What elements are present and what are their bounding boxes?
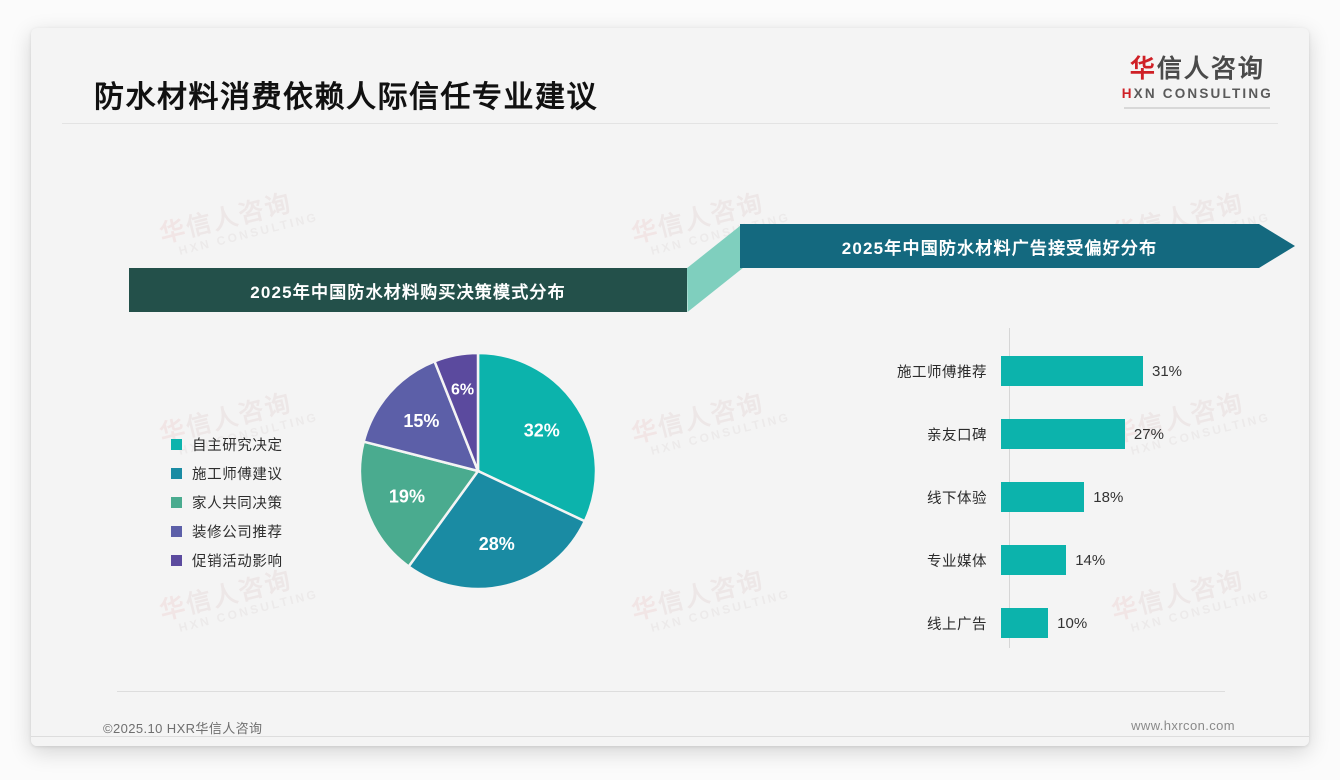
pie-slice-label: 15% (403, 411, 439, 431)
pie-legend-label: 装修公司推荐 (192, 525, 283, 541)
banner-right-label: 2025年中国防水材料广告接受偏好分布 (841, 238, 1158, 258)
banner-connector-arrow (687, 224, 743, 312)
bar-category-label: 线上广告 (927, 616, 987, 633)
pie-legend-item[interactable]: 家人共同决策 (171, 488, 283, 517)
bar-chart-row[interactable]: 施工师傅推荐 31% (811, 356, 1182, 386)
banner-left-label: 2025年中国防水材料购买决策模式分布 (250, 282, 566, 302)
bar-chart-row[interactable]: 线下体验 18% (811, 482, 1123, 512)
pie-slice[interactable] (362, 359, 481, 473)
bar-chart-row[interactable]: 亲友口碑 27% (811, 419, 1164, 449)
title-divider (62, 123, 1278, 124)
footer-divider (31, 736, 1309, 737)
pie-slice-label: 19% (389, 487, 425, 507)
bar-category-label: 线下体验 (927, 490, 987, 507)
logo-underline (1124, 106, 1271, 109)
pie-legend: 自主研究决定 施工师傅建议 家人共同决策 装修公司推荐 促销活动影响 (171, 430, 283, 575)
footer-band (31, 709, 1309, 746)
bar-value-label: 18% (1093, 488, 1124, 506)
pie-slice[interactable] (358, 440, 481, 569)
legend-swatch-icon (171, 497, 182, 508)
logo-english-text: HXN CONSULTING (1122, 86, 1273, 101)
bar-fill[interactable] (1001, 356, 1143, 386)
slide-header: 防水材料消费依赖人际信任专业建议 华信人咨询 HXN CONSULTING (31, 28, 1309, 124)
pie-legend-label: 自主研究决定 (192, 438, 283, 454)
bar-fill[interactable] (1001, 545, 1067, 575)
logo-chinese-text: 华信人咨询 (1122, 55, 1273, 84)
watermark-en-text: HXN CONSULTING (177, 209, 320, 258)
logo-hua-char: 华 (1129, 55, 1157, 83)
legend-swatch-icon (171, 439, 182, 450)
footnote-divider (117, 691, 1225, 692)
logo-cn-rest: 信人咨询 (1156, 55, 1265, 83)
bar-fill[interactable] (1001, 608, 1049, 638)
pie-slice[interactable] (406, 469, 587, 591)
bar-value-label: 27% (1133, 425, 1164, 443)
banner-left: 2025年中国防水材料购买决策模式分布 (129, 268, 687, 312)
logo-h-char: H (1121, 85, 1134, 101)
legend-swatch-icon (171, 526, 182, 537)
pie-chart: 32% 28% 19% 15% 6% (358, 351, 598, 591)
pie-legend-label: 施工师傅建议 (192, 467, 283, 483)
pie-legend-item[interactable]: 装修公司推荐 (171, 517, 283, 546)
bar-fill[interactable] (1001, 482, 1085, 512)
page-title: 防水材料消费依赖人际信任专业建议 (94, 81, 598, 114)
pie-slice[interactable] (476, 351, 598, 523)
banner-right: 2025年中国防水材料广告接受偏好分布 (740, 224, 1295, 268)
website-link[interactable]: www.hxrcon.com (1131, 718, 1235, 733)
bar-category-label: 亲友口碑 (927, 427, 987, 444)
pie-slice[interactable] (432, 351, 480, 472)
pie-slice-label: 28% (479, 534, 515, 554)
bar-chart-row[interactable]: 线上广告 10% (811, 608, 1087, 638)
bar-value-label: 14% (1075, 551, 1106, 569)
legend-swatch-icon (171, 468, 182, 479)
watermark-cn-text: 华信人咨询 (157, 188, 295, 249)
pie-chart-panel: 自主研究决定 施工师傅建议 家人共同决策 装修公司推荐 促销活动影响 32% 28% 19%… (31, 328, 671, 668)
company-logo: 华信人咨询 HXN CONSULTING (1122, 55, 1273, 109)
pie-legend-label: 家人共同决策 (192, 496, 283, 512)
pie-legend-item[interactable]: 促销活动影响 (171, 546, 283, 575)
logo-en-rest: XN CONSULTING (1133, 85, 1273, 101)
legend-swatch-icon (171, 555, 182, 566)
bar-category-label: 施工师傅推荐 (897, 364, 987, 381)
pie-legend-item[interactable]: 自主研究决定 (171, 430, 283, 459)
bar-chart-row[interactable]: 专业媒体 14% (811, 545, 1105, 575)
bar-fill[interactable] (1001, 419, 1125, 449)
bar-value-label: 10% (1057, 614, 1088, 632)
pie-legend-label: 促销活动影响 (192, 554, 283, 570)
pie-slice-label: 32% (524, 421, 560, 441)
copyright-text: ©2025.10 HXR华信人咨询 (103, 721, 263, 736)
bar-value-label: 31% (1152, 362, 1183, 380)
bar-category-label: 专业媒体 (927, 553, 987, 570)
bar-chart-panel: 施工师傅推荐 31% 亲友口碑 27% 线下体验 18% 专业媒体 14% 线上广告 10% (811, 328, 1309, 668)
pie-slice-label: 6% (451, 381, 474, 398)
pie-legend-item[interactable]: 施工师傅建议 (171, 459, 283, 488)
